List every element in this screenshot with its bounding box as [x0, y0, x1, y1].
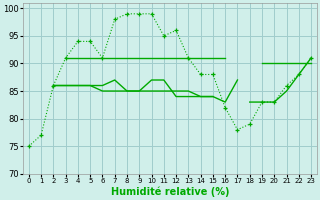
- X-axis label: Humidité relative (%): Humidité relative (%): [111, 187, 229, 197]
